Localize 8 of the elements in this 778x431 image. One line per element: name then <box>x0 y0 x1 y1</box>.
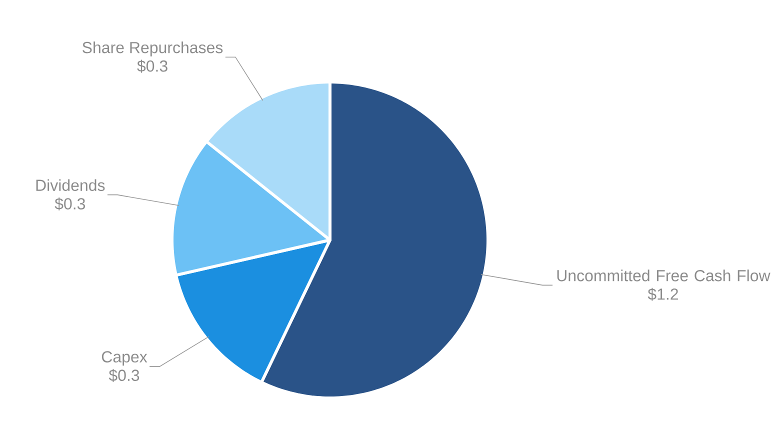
slice-label: Uncommitted Free Cash Flow <box>557 270 770 282</box>
slice-label: Share Repurchases <box>82 42 223 56</box>
data-label: $0.3 <box>54 197 86 210</box>
slice-label: Capex <box>102 351 148 366</box>
data-label: $1.2 <box>648 288 678 301</box>
data-label: $0.3 <box>137 60 168 73</box>
slice-label: Dividends <box>36 179 105 191</box>
data-label: $0.3 <box>108 369 140 382</box>
